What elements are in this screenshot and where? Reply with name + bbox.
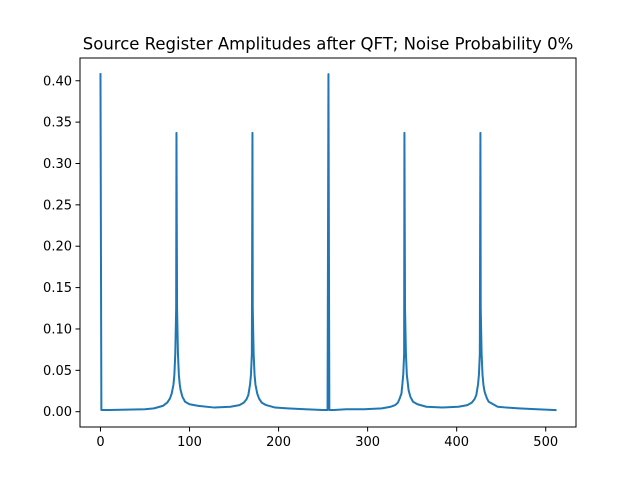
chart-title: Source Register Amplitudes after QFT; No… [83, 35, 574, 54]
x-tick-label: 400 [444, 435, 469, 450]
x-tick-label: 300 [355, 435, 380, 450]
x-tick-label: 0 [96, 435, 104, 450]
axes-frame [79, 57, 577, 428]
y-tick-label: 0.35 [43, 116, 72, 131]
series-line-0 [99, 73, 557, 412]
y-tick-label: 0.10 [43, 322, 72, 337]
x-tick-label: 500 [533, 435, 558, 450]
x-tick-label: 200 [266, 435, 291, 450]
y-tick-label: 0.20 [43, 240, 72, 255]
y-tick-label: 0.15 [43, 281, 72, 296]
x-tick-label: 100 [177, 435, 202, 450]
y-tick-label: 0.25 [43, 198, 72, 213]
plot-area: 0 100 200 300 400 500 0.00 0.05 0.10 0.15 0.20 0.25… [43, 57, 577, 450]
y-tick-label: 0.00 [43, 405, 72, 420]
y-tick-label: 0.30 [43, 157, 72, 172]
y-tick-label: 0.05 [43, 364, 72, 379]
y-tick-label: 0.40 [43, 74, 72, 89]
